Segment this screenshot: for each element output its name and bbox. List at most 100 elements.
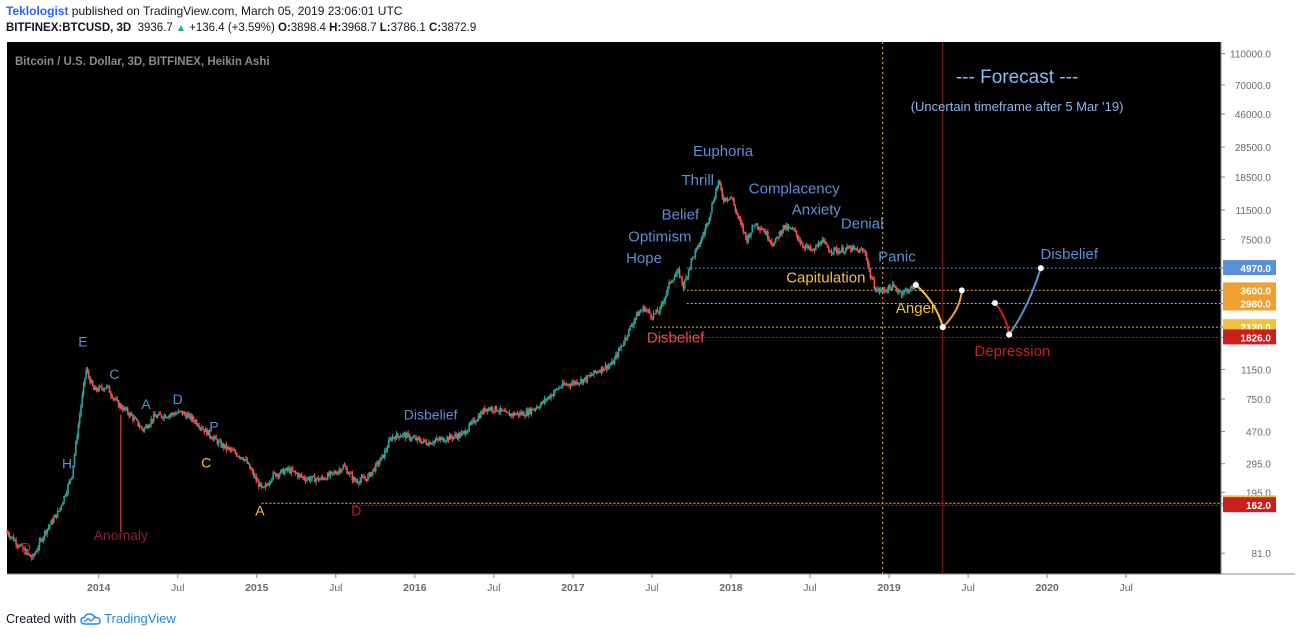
- candle-body: [744, 232, 747, 237]
- chart-annotation: Disbelief: [647, 329, 705, 346]
- candle-body: [295, 472, 298, 474]
- candle-body: [225, 444, 228, 450]
- chart-area[interactable]: Bitcoin / U.S. Dollar, 3D, BITFINEX, Hei…: [6, 41, 1296, 601]
- candle-body: [809, 246, 812, 250]
- candle-body: [537, 407, 539, 409]
- candle-body: [300, 474, 303, 477]
- candle-body: [328, 473, 330, 476]
- candle-body: [58, 510, 60, 512]
- candle-body: [363, 477, 365, 479]
- candle-body: [50, 520, 52, 525]
- candle-body: [228, 447, 230, 449]
- candle-body: [258, 480, 260, 487]
- candle-body: [320, 477, 322, 480]
- candle-body: [898, 291, 900, 293]
- candle-body: [456, 435, 459, 439]
- candle-body: [747, 234, 750, 242]
- candle-body: [133, 417, 136, 421]
- candle-body: [310, 478, 312, 481]
- candle-body: [111, 395, 113, 399]
- tradingview-logo[interactable]: TradingView: [80, 611, 176, 626]
- candle-body: [859, 249, 861, 253]
- x-tick-label: Jul: [961, 582, 974, 594]
- candle-body: [390, 438, 393, 440]
- candle-body: [65, 492, 68, 496]
- candle-body: [778, 231, 781, 239]
- candle-body: [834, 247, 837, 249]
- candle-body: [395, 433, 398, 440]
- y-tick-label: 110000.0: [1230, 50, 1271, 61]
- candle-body: [193, 419, 195, 422]
- candle-body: [107, 385, 110, 387]
- candle-body: [384, 450, 386, 458]
- forecast-end-dot: [1037, 265, 1044, 272]
- candle-body: [174, 413, 177, 416]
- candle-body: [248, 463, 251, 469]
- candle-body: [345, 466, 347, 469]
- candle-body: [633, 320, 635, 325]
- candle-body: [891, 284, 894, 291]
- candle-body: [646, 309, 648, 311]
- candle-body: [837, 250, 839, 253]
- candle-body: [613, 358, 616, 364]
- candle-body: [32, 554, 34, 559]
- candle-body: [593, 370, 595, 375]
- candle-body: [619, 348, 621, 350]
- open-label: O:: [278, 22, 291, 34]
- candle-body: [581, 379, 583, 384]
- candle-body: [285, 468, 287, 471]
- candle-body: [460, 432, 463, 437]
- candle-body: [168, 415, 171, 418]
- candle-body: [115, 398, 117, 400]
- candle-body: [560, 386, 563, 388]
- candle-body: [573, 381, 576, 384]
- candle-body: [582, 379, 585, 384]
- candle-body: [182, 412, 185, 415]
- candle-body: [578, 382, 581, 384]
- candle-body: [706, 223, 708, 228]
- candle-body: [187, 413, 190, 415]
- candle-body: [41, 539, 43, 542]
- candle-body: [241, 457, 243, 459]
- candle-body: [85, 369, 87, 378]
- candle-body: [631, 324, 634, 326]
- candle-body: [455, 434, 458, 436]
- candle-body: [307, 477, 310, 479]
- candle-body: [195, 420, 198, 425]
- author-link[interactable]: Teklologist: [6, 4, 69, 18]
- candle-body: [142, 429, 145, 431]
- candle-body: [21, 544, 24, 549]
- candle-body: [539, 404, 542, 408]
- candle-body: [125, 408, 128, 410]
- candle-body: [55, 514, 58, 518]
- candle-body: [311, 476, 313, 479]
- candle-body: [765, 231, 768, 235]
- chart-annotation: Optimism: [628, 228, 691, 245]
- y-tick-label: 70000.0: [1235, 81, 1272, 92]
- candle-body: [103, 388, 106, 391]
- candle-body: [326, 473, 329, 480]
- candle-body: [529, 408, 532, 414]
- candle-body: [277, 474, 280, 477]
- chart-svg[interactable]: Bitcoin / U.S. Dollar, 3D, BITFINEX, Hei…: [6, 41, 1296, 601]
- candle-body: [802, 244, 804, 247]
- candle-body: [73, 454, 76, 466]
- candle-body: [337, 471, 339, 475]
- candle-body: [265, 484, 268, 486]
- candle-body: [731, 197, 734, 201]
- candle-body: [642, 306, 644, 311]
- candle-body: [63, 495, 65, 503]
- candle-body: [495, 405, 498, 411]
- candle-body: [313, 475, 316, 483]
- candle-body: [259, 483, 261, 487]
- candle-body: [764, 230, 767, 235]
- candle-body: [813, 249, 816, 251]
- chart-annotation: D: [173, 391, 183, 407]
- candle-body: [761, 229, 764, 231]
- candle-body: [447, 436, 450, 440]
- candle-body: [493, 411, 495, 413]
- candle-body: [287, 468, 290, 471]
- x-tick-label: 2019: [877, 582, 901, 594]
- candle-body: [123, 407, 125, 411]
- candle-body: [794, 229, 796, 231]
